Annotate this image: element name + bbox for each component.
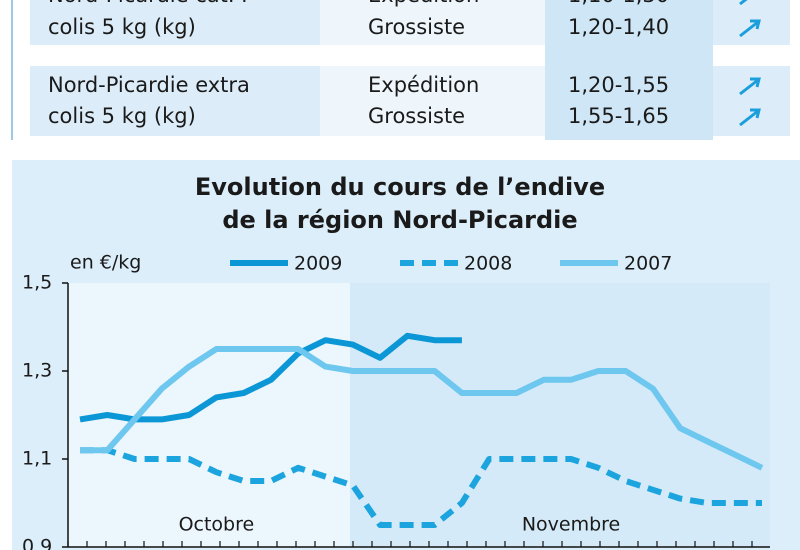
trend-arrow xyxy=(739,19,761,38)
x-tick-label: Novembre xyxy=(522,514,620,536)
stage: Grossiste xyxy=(368,104,465,128)
series-line xyxy=(80,447,762,528)
y-axis-label: en €/kg xyxy=(70,252,141,274)
y-tick-label: 0,9 xyxy=(22,536,52,550)
price-column xyxy=(545,0,713,140)
chart-title: Evolution du cours de l’endive xyxy=(195,173,605,201)
series-line xyxy=(79,332,462,423)
price: 1,10-1,30 xyxy=(568,0,669,7)
chart-title: de la région Nord-Picardie xyxy=(222,206,577,234)
y-tick-label: 1,3 xyxy=(22,360,52,382)
product: colis 5 kg (kg) xyxy=(48,15,196,39)
price: 1,55-1,65 xyxy=(568,104,669,128)
series-line xyxy=(80,346,764,471)
period-band xyxy=(350,283,770,547)
cell xyxy=(320,0,545,45)
stage: Grossiste xyxy=(368,15,465,39)
stage: Expédition xyxy=(368,0,479,7)
trend-arrow xyxy=(739,0,748,6)
y-tick-label: 1,5 xyxy=(22,272,52,294)
product: Nord-Picardie cat. I xyxy=(48,0,247,7)
price: 1,20-1,40 xyxy=(568,15,669,39)
legend-label: 2008 xyxy=(464,253,512,275)
trend-arrow xyxy=(739,108,761,127)
legend-label: 2009 xyxy=(294,253,342,275)
cell xyxy=(320,66,545,136)
legend-label: 2007 xyxy=(624,253,672,275)
product: Nord-Picardie extra xyxy=(48,73,250,97)
x-tick-label: Octobre xyxy=(179,514,255,536)
trend-arrow xyxy=(739,77,761,96)
stage: Expédition xyxy=(368,73,479,97)
y-tick-label: 1,1 xyxy=(22,448,52,470)
product: colis 5 kg (kg) xyxy=(48,104,196,128)
price: 1,20-1,55 xyxy=(568,73,669,97)
